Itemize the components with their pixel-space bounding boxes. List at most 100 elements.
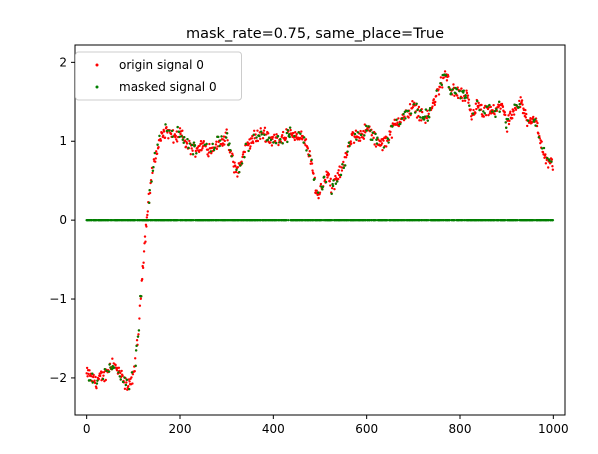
legend-marker-masked (95, 85, 99, 89)
masked-point (220, 135, 223, 138)
masked-point (190, 143, 194, 147)
origin-point (87, 372, 90, 376)
origin-point (137, 333, 140, 336)
origin-point (359, 129, 362, 133)
origin-point (277, 143, 280, 147)
origin-point (214, 143, 218, 146)
origin-point (382, 139, 385, 142)
masked-point (348, 144, 351, 148)
origin-point (174, 134, 177, 138)
legend-label-masked: masked signal 0 (119, 80, 217, 94)
masked-point (419, 116, 422, 119)
origin-point (497, 103, 500, 106)
masked-point (316, 191, 320, 194)
masked-point (504, 121, 507, 124)
masked-point (428, 107, 432, 110)
origin-point (442, 76, 445, 79)
masked-point (409, 112, 413, 115)
origin-point (541, 151, 545, 154)
origin-point (208, 142, 211, 146)
masked-point (177, 130, 181, 134)
origin-point (514, 108, 518, 112)
masked-point (324, 180, 328, 184)
masked-point (125, 378, 128, 382)
masked-point (258, 134, 261, 138)
masked-zero-point (551, 218, 555, 222)
masked-zero-point (134, 218, 137, 222)
masked-point (495, 108, 498, 111)
masked-point (428, 116, 431, 119)
origin-point (234, 170, 238, 174)
masked-point (334, 182, 338, 185)
x-tick-label: 400 (262, 422, 285, 436)
origin-point (169, 132, 173, 136)
masked-point (356, 131, 359, 134)
origin-point (90, 374, 93, 378)
origin-point (420, 119, 423, 122)
origin-point (135, 339, 139, 342)
origin-point (138, 304, 142, 307)
masked-point (134, 364, 137, 368)
masked-point (235, 168, 238, 172)
masked-point (165, 129, 169, 133)
y-axis: −2 −1 0 1 2 (49, 55, 75, 385)
masked-point (285, 131, 289, 135)
masked-point (293, 134, 296, 138)
masked-point (168, 129, 171, 132)
masked-point (288, 133, 291, 136)
legend-marker-origin (95, 63, 99, 67)
origin-point (407, 116, 410, 119)
masked-point (213, 146, 216, 150)
masked-point (101, 377, 105, 381)
origin-point (259, 137, 262, 141)
origin-point (221, 144, 224, 147)
origin-point (172, 141, 175, 144)
x-tick-label: 800 (449, 422, 472, 436)
masked-point (439, 82, 442, 85)
origin-point (512, 113, 516, 116)
origin-point (381, 148, 384, 152)
masked-point (118, 375, 122, 378)
origin-point (475, 107, 478, 111)
origin-point (162, 130, 166, 133)
origin-point (167, 137, 170, 140)
origin-point (536, 121, 539, 125)
origin-point (315, 189, 318, 192)
masked-point (228, 142, 231, 145)
masked-point (376, 136, 379, 139)
origin-point (190, 147, 193, 150)
masked-point (447, 86, 450, 89)
masked-point (269, 138, 273, 142)
masked-point (444, 74, 448, 77)
origin-point (461, 99, 464, 103)
masked-point (243, 155, 246, 159)
masked-point (176, 125, 179, 129)
origin-point (178, 127, 182, 130)
masked-point (107, 370, 111, 373)
origin-point (358, 136, 361, 140)
axes-background (75, 45, 565, 415)
masked-zero-point (176, 218, 180, 222)
origin-point (92, 375, 95, 379)
masked-point (426, 119, 429, 122)
masked-point (266, 138, 269, 142)
masked-point (321, 185, 324, 189)
masked-point (302, 141, 305, 144)
masked-point (367, 125, 370, 128)
origin-point (544, 162, 548, 165)
masked-point (330, 192, 333, 195)
origin-point (447, 75, 450, 78)
masked-point (421, 115, 425, 119)
masked-point (454, 92, 457, 95)
masked-point (272, 141, 275, 144)
origin-point (521, 103, 524, 106)
masked-point (153, 151, 156, 155)
origin-point (273, 133, 276, 137)
masked-point (537, 136, 541, 139)
origin-point (340, 169, 344, 172)
masked-zero-marks (85, 218, 555, 222)
origin-point (474, 102, 478, 105)
masked-point (240, 162, 244, 165)
masked-point (225, 136, 228, 139)
origin-point (306, 147, 310, 150)
